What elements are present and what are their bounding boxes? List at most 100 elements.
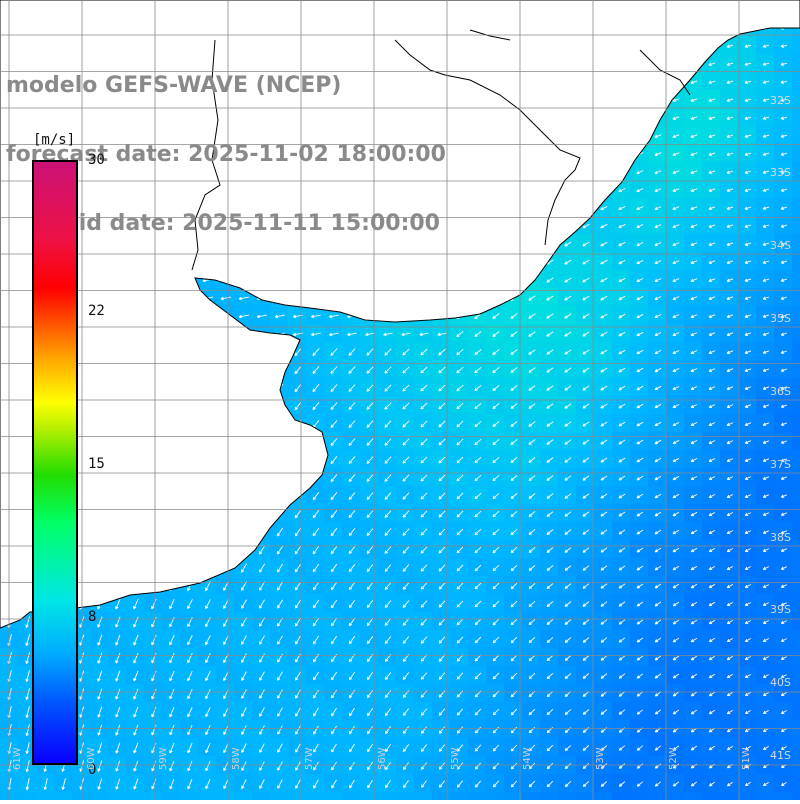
wind-arrow xyxy=(223,761,229,772)
wind-arrow xyxy=(600,529,608,535)
wind-arrow xyxy=(726,260,734,264)
wind-arrow xyxy=(115,616,121,628)
map-title: modelo GEFS-WAVE (NCEP) forecast date: 2… xyxy=(6,28,446,258)
wind-arrow xyxy=(277,779,283,789)
wind-arrow xyxy=(744,512,752,516)
wind-arrow xyxy=(295,779,301,789)
wind-arrow xyxy=(618,241,626,247)
wind-arrow xyxy=(582,457,590,463)
wind-arrow xyxy=(708,566,716,571)
wind-arrow xyxy=(546,277,554,283)
wind-arrow xyxy=(331,779,337,789)
wind-arrow xyxy=(330,545,338,555)
wind-arrow xyxy=(726,206,734,210)
lat-label: 33S xyxy=(770,166,791,179)
wind-arrow xyxy=(636,259,644,265)
wind-arrow xyxy=(438,510,446,518)
wind-arrow xyxy=(654,781,662,787)
wind-arrow xyxy=(690,565,698,571)
wind-arrow xyxy=(366,438,374,446)
wind-arrow xyxy=(115,778,121,790)
wind-arrow xyxy=(438,546,446,554)
wind-arrow xyxy=(474,402,482,410)
wind-arrow xyxy=(726,152,734,156)
wind-arrow xyxy=(564,493,572,499)
wind-arrow xyxy=(636,565,644,571)
wind-arrow xyxy=(366,600,374,609)
wind-arrow xyxy=(384,618,392,626)
wind-arrow xyxy=(205,581,211,591)
wind-arrow xyxy=(780,638,787,642)
wind-arrow xyxy=(330,366,338,374)
wind-arrow xyxy=(582,295,590,301)
wind-arrow xyxy=(636,206,644,211)
wind-arrow xyxy=(708,404,716,408)
wind-arrow xyxy=(492,313,500,319)
wind-arrow xyxy=(546,331,554,337)
wind-arrow xyxy=(295,761,301,771)
wind-arrow xyxy=(762,656,769,660)
lat-label: 36S xyxy=(770,385,791,398)
wind-arrow xyxy=(115,706,121,718)
wind-arrow xyxy=(780,242,788,246)
wind-arrow xyxy=(600,673,608,679)
wind-arrow xyxy=(97,616,103,628)
wind-arrow xyxy=(564,565,572,571)
wind-arrow xyxy=(600,277,608,283)
wind-arrow xyxy=(259,671,265,681)
wind-arrow xyxy=(329,332,339,337)
wind-arrow xyxy=(276,527,284,537)
wind-arrow xyxy=(582,367,590,373)
wind-arrow xyxy=(456,636,464,644)
wind-arrow xyxy=(582,565,590,571)
wind-arrow xyxy=(402,474,410,482)
wind-arrow xyxy=(618,691,626,697)
wind-arrow xyxy=(456,744,464,752)
wind-arrow xyxy=(115,598,121,610)
wind-arrow xyxy=(780,134,788,138)
wind-arrow xyxy=(420,636,428,644)
wind-arrow xyxy=(726,422,734,426)
wind-arrow xyxy=(708,619,716,625)
wind-arrow xyxy=(420,546,428,554)
wind-arrow xyxy=(636,241,644,247)
wind-arrow xyxy=(582,403,590,409)
wind-arrow xyxy=(492,618,500,626)
wind-arrow xyxy=(366,510,374,518)
wind-arrow xyxy=(780,170,788,174)
wind-arrow xyxy=(618,637,626,643)
wind-arrow xyxy=(528,600,536,608)
wind-arrow xyxy=(690,709,698,715)
wind-arrow xyxy=(366,474,374,482)
wind-arrow xyxy=(438,708,446,716)
wind-arrow xyxy=(276,599,284,609)
wind-arrow xyxy=(708,98,716,102)
wind-arrow xyxy=(672,619,680,625)
wind-arrow xyxy=(474,384,482,392)
wind-arrow xyxy=(294,527,302,537)
wind-arrow xyxy=(259,635,265,645)
wind-arrow xyxy=(474,510,482,518)
wind-arrow xyxy=(240,581,247,591)
wind-arrow xyxy=(726,404,734,408)
wind-arrow xyxy=(654,619,662,625)
wind-arrow xyxy=(384,402,392,410)
wind-arrow xyxy=(277,689,283,699)
wind-arrow xyxy=(618,601,626,607)
wind-arrow xyxy=(61,778,66,790)
wind-arrow xyxy=(420,474,428,482)
wind-arrow xyxy=(438,384,446,392)
wind-arrow xyxy=(744,386,752,390)
lon-label: 57W xyxy=(304,747,315,770)
wind-arrow xyxy=(708,80,716,84)
wind-arrow xyxy=(492,438,500,446)
wind-arrow xyxy=(762,422,770,426)
wind-arrow xyxy=(708,583,716,589)
wind-arrow xyxy=(762,80,770,84)
wind-arrow xyxy=(582,547,590,553)
wind-arrow xyxy=(456,366,464,374)
wind-arrow xyxy=(744,781,751,787)
wind-arrow xyxy=(780,152,788,156)
lat-label: 39S xyxy=(770,603,791,616)
wind-arrow xyxy=(654,421,662,427)
